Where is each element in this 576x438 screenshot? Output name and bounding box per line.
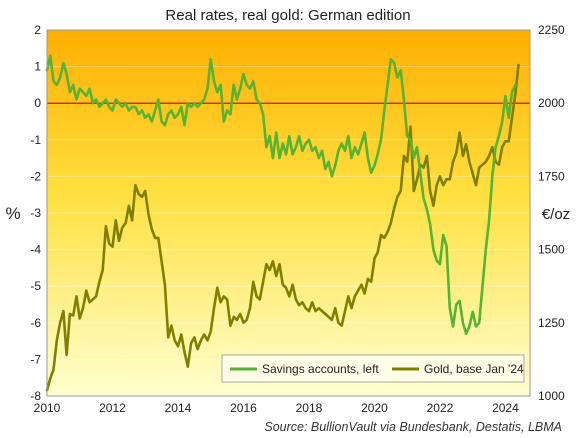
y-left-tick-label: -8 <box>30 389 41 403</box>
legend-box <box>221 354 525 383</box>
y-left-tick-label: -3 <box>30 206 41 220</box>
y-left-tick-labels: -8 -7 -6 -5 -4 -3 -2 -1 0 1 2 <box>30 23 41 403</box>
source-note: Source: BullionVault via Bundesbank, Des… <box>264 420 562 434</box>
legend: Savings accounts, left Gold, base Jan '2… <box>221 354 525 383</box>
x-tick-label: 2022 <box>427 401 454 415</box>
x-tick-label: 2018 <box>296 401 323 415</box>
y-right-tick-label: 1250 <box>538 316 565 330</box>
y-right-tick-label: 2250 <box>538 23 565 37</box>
y-left-tick-label: 1 <box>34 60 41 74</box>
x-tick-label: 2010 <box>34 401 61 415</box>
y-left-tick-label: -4 <box>30 243 41 257</box>
y-left-axis-label: % <box>5 204 20 223</box>
x-tick-label: 2012 <box>99 401 126 415</box>
plot-frame <box>46 29 531 397</box>
x-tick-label: 2024 <box>492 401 519 415</box>
x-tick-label: 2014 <box>165 401 192 415</box>
y-left-tick-label: 2 <box>34 23 41 37</box>
legend-label-gold: Gold, base Jan '24 <box>424 362 524 376</box>
legend-label-savings: Savings accounts, left <box>262 362 379 376</box>
y-right-tick-label: 1000 <box>538 389 565 403</box>
y-left-tick-label: -6 <box>30 316 41 330</box>
y-left-tick-label: -7 <box>30 352 41 366</box>
y-left-tick-label: -2 <box>30 169 41 183</box>
y-right-tick-labels: 1000 1250 1500 1750 2000 2250 <box>538 23 565 403</box>
y-right-tick-label: 2000 <box>538 96 565 110</box>
series-line-savings <box>45 54 517 336</box>
y-left-tick-label: -5 <box>30 279 41 293</box>
y-right-axis-label: €/oz <box>542 206 570 223</box>
series-line-gold <box>45 63 520 392</box>
y-left-tick-label: 0 <box>34 96 41 110</box>
y-right-tick-label: 1500 <box>538 243 565 257</box>
y-right-tick-label: 1750 <box>538 169 565 183</box>
chart-title: Real rates, real gold: German edition <box>165 7 410 24</box>
x-tick-label: 2020 <box>361 401 388 415</box>
x-tick-label: 2016 <box>230 401 257 415</box>
x-tick-labels: 2010 2012 2014 2016 2018 2020 2022 2024 <box>34 401 519 415</box>
series-layer <box>45 54 520 392</box>
y-left-tick-label: -1 <box>30 133 41 147</box>
